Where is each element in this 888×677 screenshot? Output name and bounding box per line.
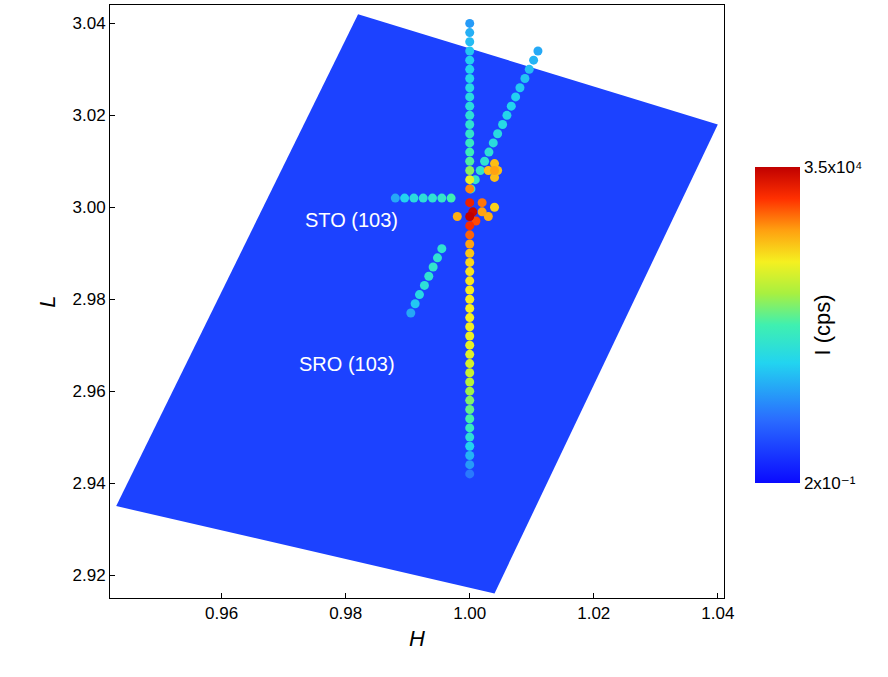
svg-text:0.96: 0.96 — [205, 604, 238, 623]
svg-text:1.04: 1.04 — [701, 604, 734, 623]
svg-text:2x10⁻¹: 2x10⁻¹ — [804, 474, 856, 493]
svg-text:L: L — [35, 295, 60, 307]
svg-text:0.98: 0.98 — [329, 604, 362, 623]
svg-text:H: H — [409, 626, 425, 651]
svg-text:3.5x10⁴: 3.5x10⁴ — [804, 158, 862, 177]
svg-text:2.98: 2.98 — [73, 290, 106, 309]
svg-text:3.04: 3.04 — [73, 14, 106, 33]
svg-text:2.92: 2.92 — [73, 566, 106, 585]
svg-text:SRO (103): SRO (103) — [299, 353, 395, 375]
svg-text:2.94: 2.94 — [73, 474, 106, 493]
svg-text:I (cps): I (cps) — [810, 294, 835, 355]
svg-text:3.00: 3.00 — [73, 198, 106, 217]
svg-text:STO (103): STO (103) — [305, 209, 398, 231]
svg-text:2.96: 2.96 — [73, 382, 106, 401]
svg-text:1.00: 1.00 — [453, 604, 486, 623]
svg-text:3.02: 3.02 — [73, 106, 106, 125]
svg-text:1.02: 1.02 — [577, 604, 610, 623]
